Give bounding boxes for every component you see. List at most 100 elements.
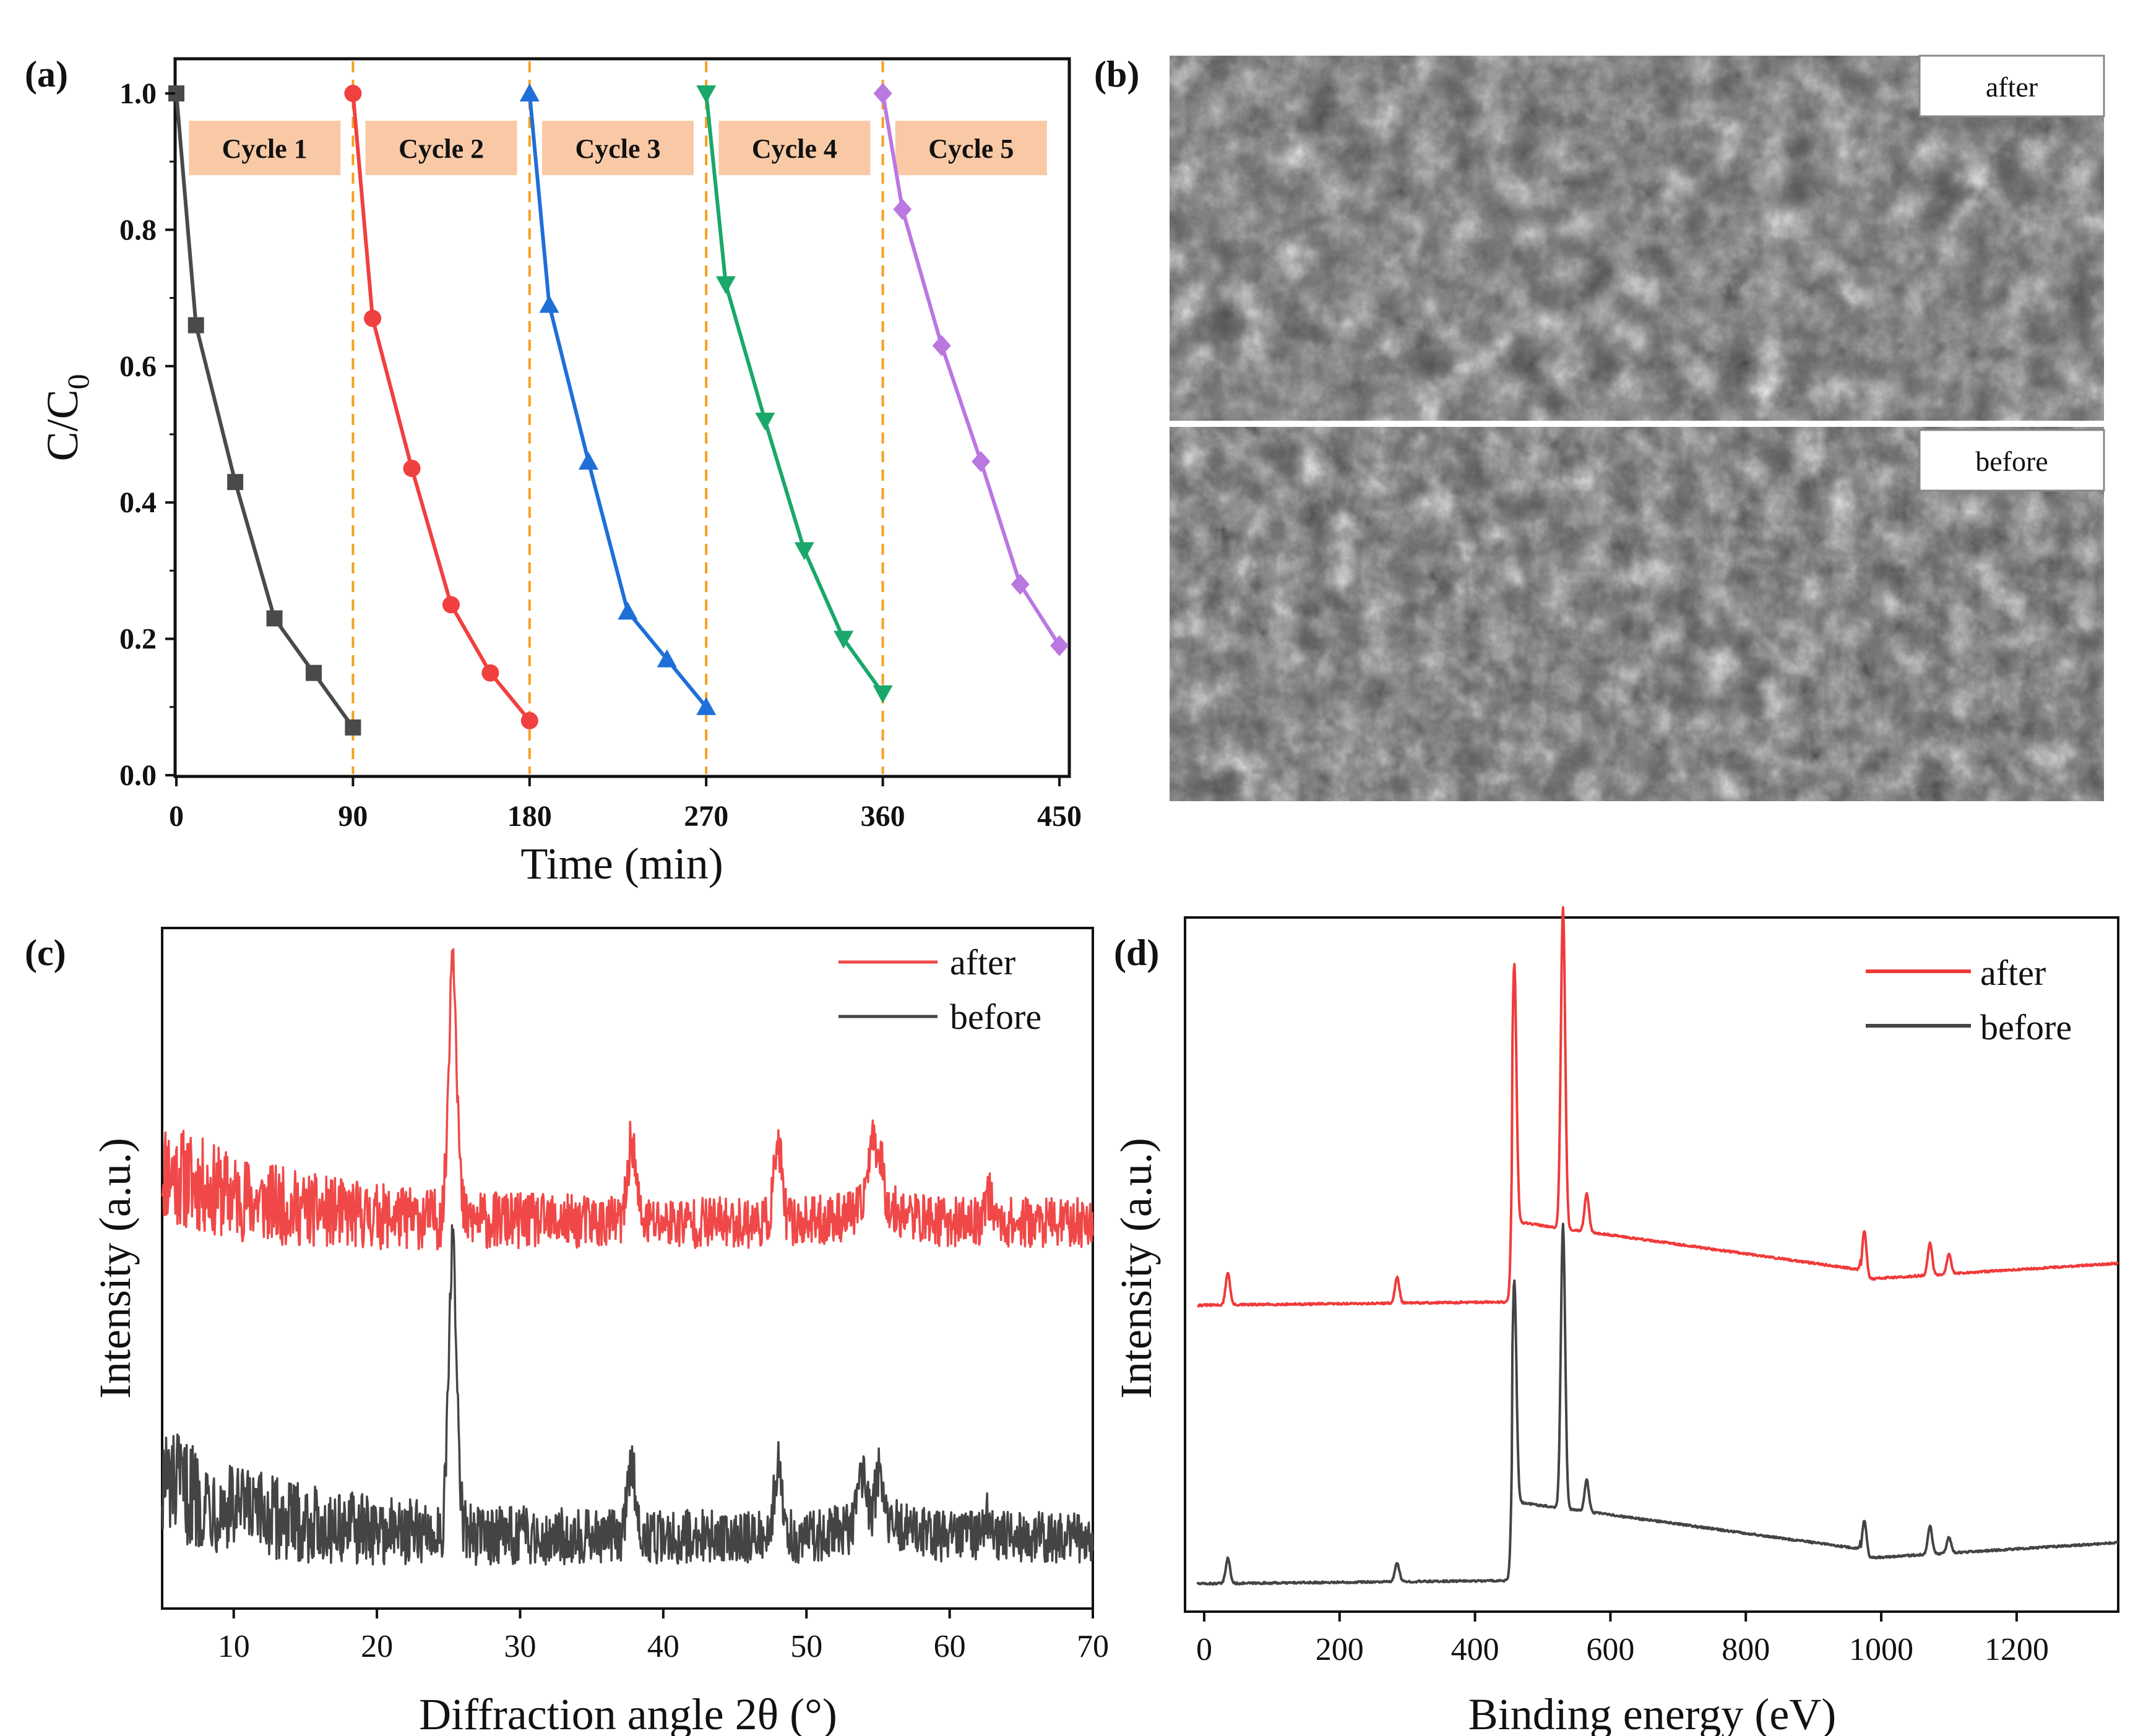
data-point-cycle-3-3 [618,601,638,620]
sem-separator [1170,421,2104,427]
data-point-cycle-4-3 [794,542,814,561]
panel-a-label: (a) [25,54,68,95]
cycle-label-5: Cycle 5 [928,134,1014,164]
cycle-label-4: Cycle 4 [752,134,837,164]
x-tick-label-10: 10 [218,1629,250,1664]
data-point-cycle-2-5 [520,711,538,729]
data-point-cycle-4-5 [873,685,893,703]
panel-d-axes: 0 200 400 600 800 1000 1200 [1196,1612,2049,1667]
x-tick-label-30: 30 [504,1629,536,1664]
data-point-cycle-2-0 [344,85,362,102]
panel-b: (b) after before [1094,54,2105,801]
panel-a-xlabel: Time (min) [520,839,723,888]
xrd-series [161,948,1094,1566]
panel-d-ylabel: Intensity (a.u.) [1111,1138,1161,1399]
series-line-cycle-2 [351,93,532,722]
x-tick-label-800: 800 [1722,1632,1770,1667]
y-tick-label-0.6: 0.6 [119,350,157,383]
panel-a-ylabel-sub: 0 [61,374,95,389]
degradation-series [168,83,1069,736]
x-tick-label-70: 70 [1077,1629,1109,1664]
data-point-cycle-3-2 [578,452,598,470]
data-point-cycle-5-0 [873,83,892,104]
y-tick-label-0.2: 0.2 [119,623,157,656]
cycle-box-1 [189,121,341,176]
x-tick-label-20: 20 [361,1629,393,1664]
spectrum-before [1196,1223,2119,1586]
y-tick-label-0.8: 0.8 [119,213,157,246]
series-line-cycle-4 [704,93,885,695]
x-tick-label-270: 270 [684,800,728,833]
x-tick-label-1200: 1200 [1985,1632,2049,1667]
data-point-cycle-1-5 [345,719,361,736]
panel-c-legend: after before [838,942,1041,1037]
panel-a-axes: 0 90 180 270 360 450 0.0 0.2 0.4 0.6 0.8 1.0 [119,77,1082,833]
panel-d-xlabel: Binding energy (eV) [1468,1690,1837,1736]
sem-after-tag [1918,54,2105,118]
panel-c-ylabel: Intensity (a.u.) [90,1138,140,1399]
panel-b-label: (b) [1094,54,1139,95]
panel-a-ylabel-main: C/C [38,389,87,461]
panel-d: (d) 0 200 400 600 800 1000 1200 after before B… [1111,906,2119,1736]
y-tick-label-1.0: 1.0 [119,77,157,110]
y-tick-label-0.4: 0.4 [119,486,157,519]
x-tick-label-40: 40 [647,1629,679,1664]
data-point-cycle-3-0 [519,84,540,101]
panel-a-ylabel: C/C0 [38,374,95,461]
x-tick-label-0: 0 [169,800,184,833]
cycle-box-4 [718,121,871,176]
cycle-box-2 [365,121,517,176]
cycle-label-1: Cycle 1 [222,134,308,164]
x-tick-label-200: 200 [1316,1632,1364,1667]
panel-c: (c) 10 20 30 40 50 60 70 after before Diffract… [25,927,1109,1736]
cycle-labels: Cycle 1 Cycle 2 Cycle 3 Cycle 4 Cycle 5 [189,121,1047,176]
data-point-cycle-4-0 [696,85,717,103]
xps-series [1196,906,2119,1586]
x-tick-label-600: 600 [1586,1632,1634,1667]
data-point-cycle-5-2 [932,335,951,356]
series-line-cycle-1 [175,93,355,729]
x-tick-label-60: 60 [934,1629,966,1664]
data-point-cycle-1-3 [266,610,283,627]
cycle-divider-lines [351,61,884,774]
spectrum-before [161,1224,1094,1566]
data-point-cycle-3-4 [657,649,677,668]
data-point-cycle-3-1 [539,294,559,313]
x-tick-label-0: 0 [1196,1632,1212,1667]
panel-d-legend: after before [1866,953,2072,1047]
sem-before-label: before [1975,445,2048,477]
data-point-cycle-2-2 [403,460,421,478]
data-point-cycle-5-1 [893,199,912,220]
data-point-cycle-4-1 [715,276,736,294]
x-tick-label-90: 90 [338,800,368,833]
cycle-label-2: Cycle 2 [399,134,484,164]
data-point-cycle-1-4 [305,664,322,681]
sem-after-label: after [1986,71,2038,103]
legend-after-label: after [950,942,1015,982]
spectrum-after [1197,906,2119,1308]
data-point-cycle-1-1 [188,317,204,333]
data-point-cycle-1-2 [227,474,244,491]
data-point-cycle-5-5 [1050,635,1069,656]
x-tick-label-450: 450 [1037,800,1082,833]
x-tick-label-180: 180 [507,800,552,833]
legend-before-label: before [1980,1007,2072,1047]
cycle-box-5 [895,121,1047,176]
x-tick-label-400: 400 [1451,1632,1499,1667]
panel-d-frame [1184,916,2119,1613]
data-point-cycle-3-5 [696,697,717,715]
panel-c-label: (c) [25,932,66,973]
panel-a: (a) Cycle 1 Cycle 2 Cycle 3 Cycle 4 Cycle 5 … [25,54,1082,888]
data-point-cycle-2-3 [442,596,460,614]
panel-c-axes: 10 20 30 40 50 60 70 [218,1609,1109,1664]
data-point-cycle-5-3 [972,451,991,473]
sem-before-tag [1918,429,2105,492]
data-point-cycle-4-4 [834,630,854,649]
data-point-cycle-4-2 [755,412,775,431]
panel-d-label: (d) [1114,932,1159,973]
panel-c-xlabel: Diffraction angle 2θ (°) [419,1690,837,1736]
legend-before-label: before [950,997,1041,1037]
panel-c-frame [161,927,1094,1610]
data-point-cycle-2-4 [481,664,499,682]
x-tick-label-1000: 1000 [1849,1632,1913,1667]
